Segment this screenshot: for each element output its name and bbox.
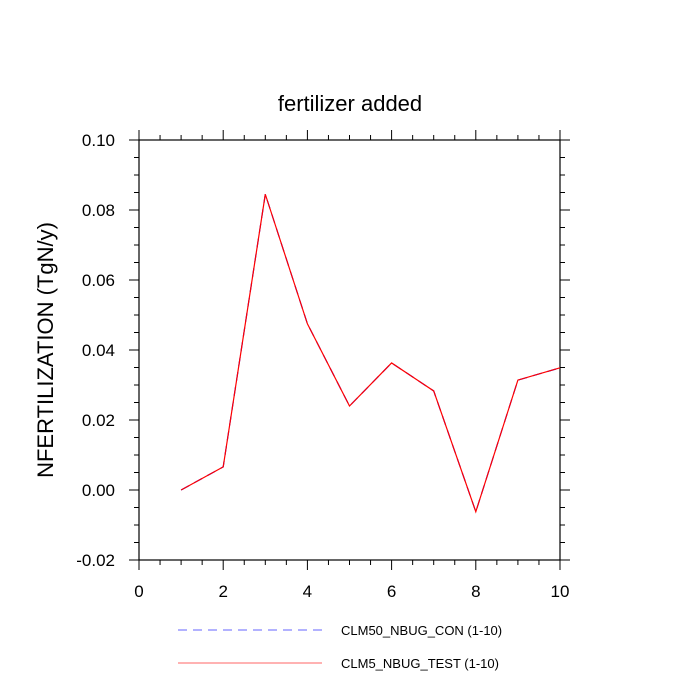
y-tick-label: 0.08 [82, 201, 115, 220]
y-axis-label: NFERTILIZATION (TgN/y) [33, 222, 58, 478]
legend: CLM50_NBUG_CON (1-10) CLM5_NBUG_TEST (1-1… [178, 623, 502, 671]
x-tick-label: 0 [134, 582, 143, 601]
series-lines [180, 194, 561, 514]
plot-frame [138, 139, 561, 561]
chart-title: fertilizer added [278, 91, 422, 116]
x-tick-label: 2 [218, 582, 227, 601]
series-line-1 [180, 194, 561, 514]
y-tick-label: -0.02 [76, 551, 115, 570]
y-tick-label: 0.06 [82, 271, 115, 290]
x-tick-label: 8 [471, 582, 480, 601]
y-tick-label: 0.02 [82, 411, 115, 430]
y-tick-label: 0.10 [82, 131, 115, 150]
y-tick-label: 0.00 [82, 481, 115, 500]
x-tick-label: 4 [303, 582, 312, 601]
tick-labels: 0 2 4 6 8 10 -0.02 0.00 0.02 0.04 0.06 0.08 0.10 [76, 131, 569, 601]
x-tick-label: 6 [387, 582, 396, 601]
x-tick-label: 10 [551, 582, 570, 601]
y-tick-label: 0.04 [82, 341, 115, 360]
series-line-2 [180, 194, 561, 514]
legend-label: CLM50_NBUG_CON (1-10) [341, 623, 502, 638]
axis-ticks [129, 130, 570, 570]
legend-label: CLM5_NBUG_TEST (1-10) [341, 656, 499, 671]
